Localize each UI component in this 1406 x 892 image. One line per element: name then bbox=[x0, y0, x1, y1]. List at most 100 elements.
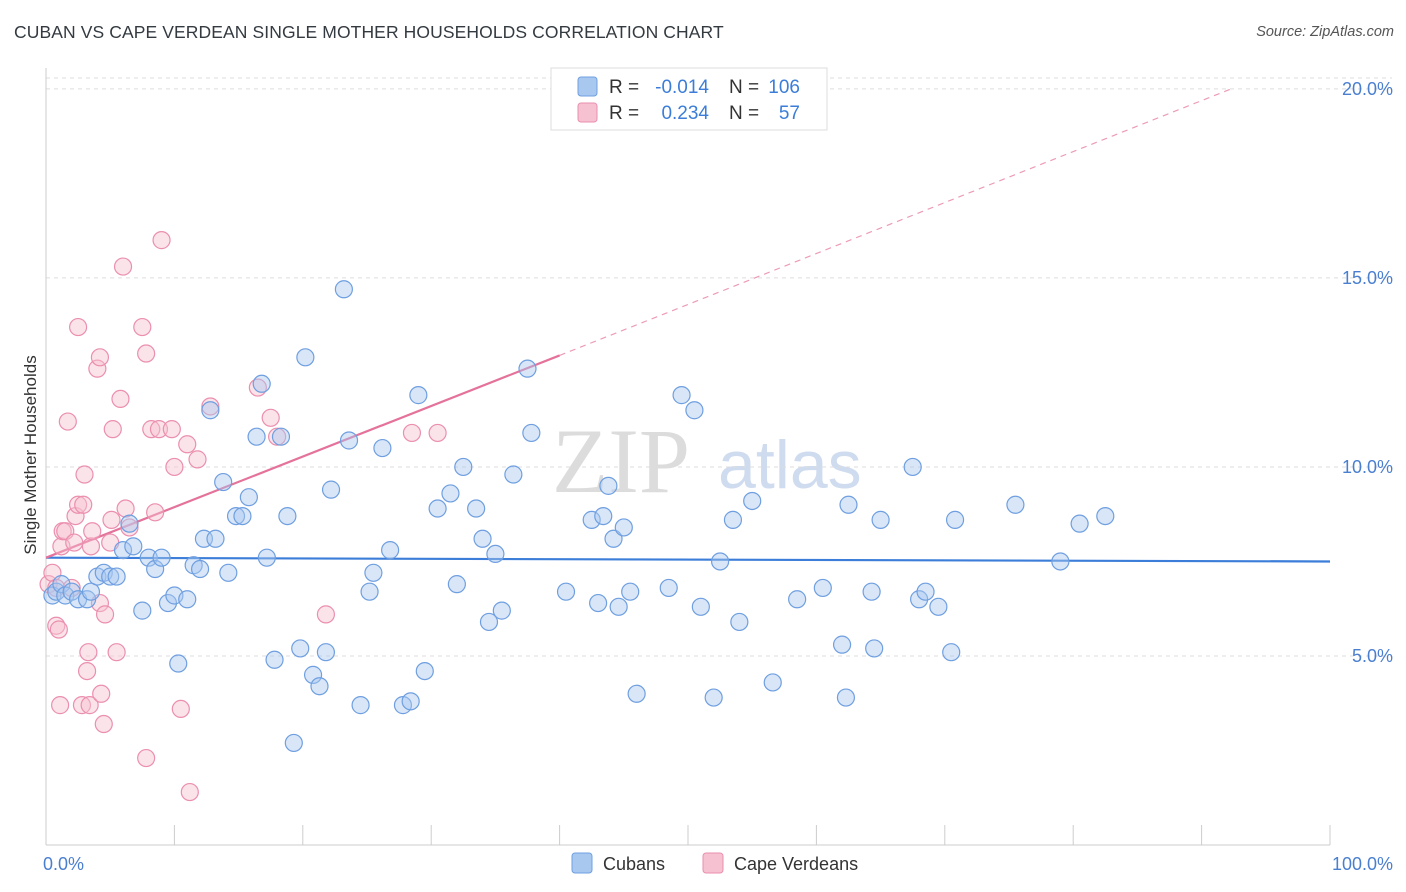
cuban-point-14 bbox=[124, 537, 143, 556]
axes bbox=[45, 68, 1331, 846]
cuban-point-2 bbox=[52, 575, 71, 594]
cuban-point-75 bbox=[609, 597, 628, 616]
cuban-point-104 bbox=[1051, 552, 1070, 571]
cape-verdean-point-28 bbox=[95, 605, 115, 624]
cuban-point-57 bbox=[428, 499, 447, 518]
cuban-point-76 bbox=[614, 518, 633, 537]
cuban-point-66 bbox=[504, 465, 523, 484]
cuban-point-49 bbox=[360, 582, 379, 601]
cuban-point-30 bbox=[226, 506, 246, 526]
cape-verdean-point-14 bbox=[68, 495, 88, 514]
cuban-point-4 bbox=[62, 582, 81, 601]
cuban-point-90 bbox=[813, 578, 832, 598]
watermark-zip: ZIP bbox=[552, 410, 690, 512]
cape-verdean-point-33 bbox=[111, 389, 130, 409]
cape-verdean-point-11 bbox=[65, 533, 84, 552]
cuban-point-83 bbox=[704, 688, 723, 707]
cuban-point-33 bbox=[247, 427, 266, 446]
cuban-point-70 bbox=[582, 510, 601, 529]
cuban-point-42 bbox=[303, 665, 323, 684]
cuban-point-69 bbox=[556, 582, 576, 601]
cape-verdean-point-30 bbox=[102, 510, 121, 529]
cuban-point-87 bbox=[743, 491, 762, 511]
cuban-point-79 bbox=[659, 578, 678, 598]
legend-r-value-cape: 0.234 bbox=[661, 103, 709, 124]
cuban-point-35 bbox=[257, 548, 276, 567]
legend-n-label-cape: N = bbox=[729, 103, 759, 124]
cuban-point-38 bbox=[278, 506, 297, 526]
legend-n-value-cuban: 106 bbox=[768, 77, 800, 98]
cuban-point-92 bbox=[836, 688, 856, 707]
cuban-point-45 bbox=[321, 480, 341, 499]
cape-verdean-point-31 bbox=[103, 420, 122, 439]
legend-r-value-cuban: -0.014 bbox=[655, 77, 709, 98]
cape-verdean-point-53 bbox=[268, 427, 287, 446]
cuban-point-43 bbox=[310, 677, 329, 696]
cuban-point-54 bbox=[401, 692, 420, 711]
cuban-point-91 bbox=[832, 635, 852, 654]
cuban-point-41 bbox=[296, 348, 315, 367]
cape-verdean-point-22 bbox=[83, 522, 102, 541]
cuban-point-31 bbox=[233, 506, 252, 526]
cuban-point-56 bbox=[415, 661, 434, 681]
cape-verdean-point-55 bbox=[402, 423, 422, 443]
legend-n-value-cape: 57 bbox=[779, 103, 800, 124]
cape-verdean-point-37 bbox=[133, 317, 152, 337]
cuban-point-67 bbox=[518, 359, 537, 378]
cape-verdean-point-43 bbox=[152, 231, 171, 250]
tick-labels: 5.0% 10.0% 15.0% 20.0% 0.0% 100.0% bbox=[43, 79, 1393, 874]
cuban-point-72 bbox=[594, 506, 613, 526]
cuban-point-61 bbox=[467, 499, 486, 518]
cuban-point-28 bbox=[214, 472, 233, 492]
cuban-point-17 bbox=[146, 559, 165, 579]
cape-verdean-point-32 bbox=[107, 643, 126, 662]
cape-verdean-point-56 bbox=[428, 423, 447, 443]
cuban-point-74 bbox=[604, 529, 623, 548]
cuban-point-18 bbox=[152, 548, 171, 567]
cape-verdean-point-27 bbox=[94, 714, 113, 734]
cuban-point-51 bbox=[373, 438, 392, 458]
cape-verdean-point-44 bbox=[162, 420, 181, 439]
bottom-legend-label-cape: Cape Verdeans bbox=[734, 854, 858, 874]
cuban-point-73 bbox=[599, 476, 618, 495]
legend-swatch-cape bbox=[577, 102, 598, 123]
source-label: Source: ZipAtlas.com bbox=[1256, 24, 1394, 40]
cuban-point-64 bbox=[486, 544, 505, 564]
cuban-point-37 bbox=[271, 427, 291, 446]
cuban-point-96 bbox=[871, 510, 890, 529]
cape-verdean-point-13 bbox=[68, 317, 88, 337]
cuban-point-10 bbox=[101, 567, 120, 586]
x-tick-label-1: 100.0% bbox=[1332, 854, 1393, 874]
cuban-point-19 bbox=[158, 593, 178, 613]
cuban-point-95 bbox=[865, 639, 884, 658]
cuban-point-99 bbox=[916, 582, 935, 601]
cuban-point-11 bbox=[107, 567, 126, 586]
series-legend: Cubans Cape Verdeans bbox=[571, 852, 858, 874]
cape-verdean-point-49 bbox=[188, 450, 207, 469]
cuban-point-105 bbox=[1070, 514, 1089, 533]
cuban-point-55 bbox=[409, 386, 428, 405]
y-axis-label: Single Mother Households bbox=[21, 355, 40, 554]
cape-verdean-point-4 bbox=[49, 620, 68, 639]
cuban-point-89 bbox=[788, 590, 807, 609]
cape-verdean-point-47 bbox=[178, 435, 197, 454]
cuban-point-29 bbox=[219, 563, 238, 582]
legend-swatch-cuban bbox=[577, 76, 598, 97]
bottom-legend-swatch-cape bbox=[702, 852, 724, 874]
cuban-point-93 bbox=[839, 495, 858, 514]
y-tick-label-3: 20.0% bbox=[1342, 79, 1393, 99]
cuban-point-44 bbox=[316, 643, 336, 662]
cape-verdean-point-17 bbox=[75, 465, 94, 484]
cape-verdean-point-42 bbox=[149, 420, 169, 439]
cuban-point-34 bbox=[252, 374, 271, 393]
cuban-point-12 bbox=[113, 541, 133, 560]
cape-verdean-point-48 bbox=[180, 782, 199, 802]
cuban-point-16 bbox=[139, 548, 158, 567]
cuban-point-21 bbox=[169, 654, 188, 673]
cape-verdean-point-23 bbox=[88, 359, 107, 378]
cape-verdean-point-26 bbox=[92, 684, 111, 703]
cape-verdean-trend-line bbox=[45, 354, 561, 559]
cuban-point-84 bbox=[710, 552, 730, 571]
legend-n-label-cuban: N = bbox=[729, 77, 759, 98]
